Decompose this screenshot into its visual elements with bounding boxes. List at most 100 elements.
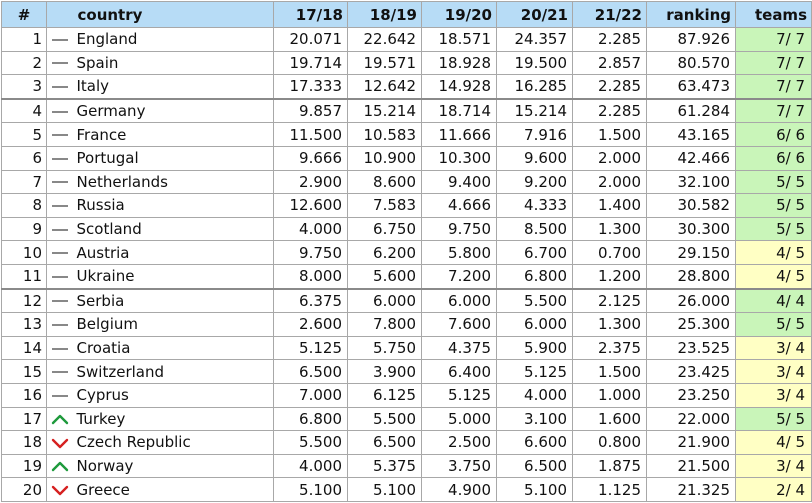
no-change-icon <box>46 263 74 290</box>
teams-badge: 5/ 5 <box>735 193 812 218</box>
header-season-1819[interactable]: 18/19 <box>347 1 422 28</box>
up-arrow-icon <box>46 406 74 432</box>
season-value-1819: 15.214 <box>347 97 422 124</box>
table-row[interactable]: 8 Russia 12.600 7.583 4.666 4.333 1.400 30.582 5… <box>1 193 812 218</box>
country-name[interactable]: Netherlands <box>73 169 274 195</box>
country-name[interactable]: Norway <box>73 453 274 479</box>
ranking-value: 61.284 <box>646 97 736 124</box>
no-change-icon <box>46 216 74 242</box>
header-season-1920[interactable]: 19/20 <box>421 1 497 28</box>
season-value-1819: 3.900 <box>347 359 422 384</box>
teams-badge: 5/ 5 <box>735 216 812 242</box>
season-value-1718: 2.600 <box>273 312 348 337</box>
up-arrow-icon <box>46 453 74 479</box>
table-row[interactable]: 12 Serbia 6.375 6.000 6.000 5.500 2.125 26.000 4… <box>1 287 812 314</box>
rank-number: 11 <box>1 263 47 290</box>
teams-badge: 3/ 4 <box>735 335 812 361</box>
teams-badge: 4/ 5 <box>735 263 812 290</box>
rank-number: 2 <box>1 50 47 76</box>
country-name[interactable]: Portugal <box>73 145 274 171</box>
header-country[interactable]: country <box>73 1 274 28</box>
no-change-icon <box>46 27 74 52</box>
country-name[interactable]: Italy <box>73 74 274 100</box>
teams-badge: 5/ 5 <box>735 406 812 432</box>
table-row[interactable]: 9 Scotland 4.000 6.750 9.750 8.500 1.300 30.300… <box>1 216 812 242</box>
rank-number: 17 <box>1 406 47 432</box>
teams-badge: 7/ 7 <box>735 27 812 52</box>
table-row[interactable]: 18 Czech Republic 5.500 6.500 2.500 6.600 0.80… <box>1 430 812 455</box>
table-row[interactable]: 19 Norway 4.000 5.375 3.750 6.500 1.875 21.500 3… <box>1 453 812 479</box>
season-value-1920: 6.400 <box>421 359 497 384</box>
header-teams[interactable]: teams <box>735 1 812 28</box>
country-name[interactable]: Cyprus <box>73 382 274 408</box>
season-value-1819: 5.100 <box>347 477 422 502</box>
header-season-2021[interactable]: 20/21 <box>496 1 573 28</box>
country-name[interactable]: Ukraine <box>73 263 274 290</box>
season-value-1920: 10.300 <box>421 145 497 171</box>
season-value-1819: 6.500 <box>347 430 422 455</box>
season-value-2122: 1.300 <box>572 216 647 242</box>
table-row[interactable]: 6 Portugal 9.666 10.900 10.300 9.600 2.000 42.4… <box>1 145 812 171</box>
table-row[interactable]: 11 Ukraine 8.000 5.600 7.200 6.800 1.200 28.800… <box>1 263 812 290</box>
season-value-2021: 6.000 <box>496 312 573 337</box>
season-value-1718: 9.750 <box>273 240 348 265</box>
teams-badge: 3/ 4 <box>735 453 812 479</box>
season-value-1718: 11.500 <box>273 122 348 147</box>
header-season-1718[interactable]: 17/18 <box>273 1 348 28</box>
table-row[interactable]: 16 Cyprus 7.000 6.125 5.125 4.000 1.000 23.250 3… <box>1 382 812 408</box>
country-name[interactable]: Spain <box>73 50 274 76</box>
ranking-value: 22.000 <box>646 406 736 432</box>
table-row[interactable]: 15 Switzerland 6.500 3.900 6.400 5.125 1.500 23… <box>1 359 812 384</box>
season-value-1819: 6.200 <box>347 240 422 265</box>
season-value-2021: 5.500 <box>496 287 573 314</box>
table-row[interactable]: 2 Spain 19.714 19.571 18.928 19.500 2.857 80.57… <box>1 50 812 76</box>
header-trend <box>46 1 74 28</box>
ranking-value: 29.150 <box>646 240 736 265</box>
no-change-icon <box>46 193 74 218</box>
rank-number: 9 <box>1 216 47 242</box>
season-value-2021: 15.214 <box>496 97 573 124</box>
header-rank-number[interactable]: # <box>1 1 47 28</box>
country-name[interactable]: Serbia <box>73 287 274 314</box>
country-name[interactable]: England <box>73 27 274 52</box>
header-season-2122[interactable]: 21/22 <box>572 1 647 28</box>
country-name[interactable]: Austria <box>73 240 274 265</box>
table-row[interactable]: 17 Turkey 6.800 5.500 5.000 3.100 1.600 22.000 5… <box>1 406 812 432</box>
country-name[interactable]: Greece <box>73 477 274 502</box>
table-row[interactable]: 3 Italy 17.333 12.642 14.928 16.285 2.285 63.47… <box>1 74 812 100</box>
country-name[interactable]: Scotland <box>73 216 274 242</box>
season-value-1819: 8.600 <box>347 169 422 195</box>
table-row[interactable]: 5 France 11.500 10.583 11.666 7.916 1.500 43.16… <box>1 122 812 147</box>
season-value-2021: 6.700 <box>496 240 573 265</box>
season-value-1920: 3.750 <box>421 453 497 479</box>
table-row[interactable]: 1 England 20.071 22.642 18.571 24.357 2.285 87.… <box>1 27 812 52</box>
ranking-value: 23.525 <box>646 335 736 361</box>
ranking-value: 87.926 <box>646 27 736 52</box>
season-value-2122: 1.500 <box>572 359 647 384</box>
table-row[interactable]: 13 Belgium 2.600 7.800 7.600 6.000 1.300 25.300… <box>1 312 812 337</box>
season-value-2021: 6.500 <box>496 453 573 479</box>
country-name[interactable]: Turkey <box>73 406 274 432</box>
table-row[interactable]: 20 Greece 5.100 5.100 4.900 5.100 1.125 21.325 2… <box>1 477 812 502</box>
season-value-1920: 4.375 <box>421 335 497 361</box>
table-row[interactable]: 10 Austria 9.750 6.200 5.800 6.700 0.700 29.150… <box>1 240 812 265</box>
rank-number: 3 <box>1 74 47 100</box>
header-ranking[interactable]: ranking <box>646 1 736 28</box>
season-value-1819: 5.500 <box>347 406 422 432</box>
country-name[interactable]: France <box>73 122 274 147</box>
country-name[interactable]: Croatia <box>73 335 274 361</box>
season-value-1718: 19.714 <box>273 50 348 76</box>
table-row[interactable]: 14 Croatia 5.125 5.750 4.375 5.900 2.375 23.525… <box>1 335 812 361</box>
country-name[interactable]: Russia <box>73 193 274 218</box>
country-name[interactable]: Germany <box>73 97 274 124</box>
table-row[interactable]: 7 Netherlands 2.900 8.600 9.400 9.200 2.000 32.… <box>1 169 812 195</box>
season-value-2122: 1.200 <box>572 263 647 290</box>
country-name[interactable]: Belgium <box>73 312 274 337</box>
season-value-2122: 1.125 <box>572 477 647 502</box>
country-name[interactable]: Czech Republic <box>73 430 274 455</box>
teams-badge: 6/ 6 <box>735 145 812 171</box>
country-name[interactable]: Switzerland <box>73 359 274 384</box>
season-value-1920: 7.600 <box>421 312 497 337</box>
table-row[interactable]: 4 Germany 9.857 15.214 18.714 15.214 2.285 61.2… <box>1 97 812 124</box>
rank-number: 13 <box>1 312 47 337</box>
